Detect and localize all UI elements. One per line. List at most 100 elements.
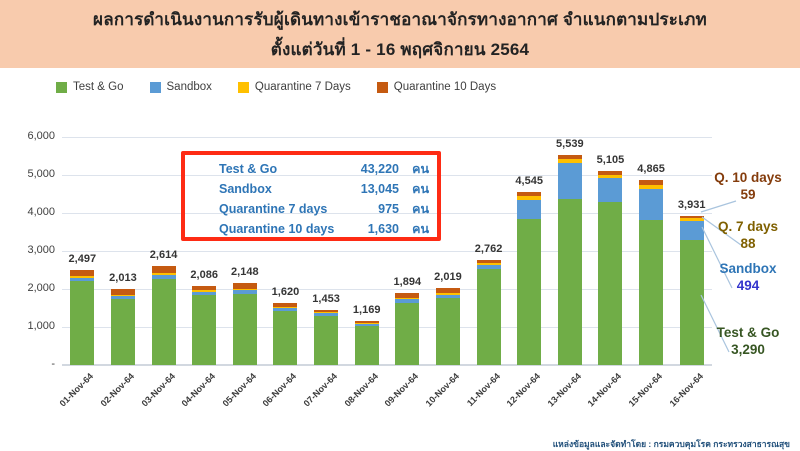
summary-row-label: Test & Go (219, 162, 278, 176)
bar-total-label: 1,894 (393, 276, 422, 289)
bar-segment-quarantine-7-days (517, 196, 542, 201)
summary-row-unit: คน (412, 182, 429, 196)
bar-segment-quarantine-10-days (435, 288, 460, 294)
legend-label: Quarantine 7 Days (254, 81, 351, 93)
bar-segment-quarantine-10-days (70, 270, 95, 276)
bar-slot: 2,086 (184, 137, 225, 365)
bar-segment-quarantine-10-days (557, 154, 582, 160)
summary-row-unit: คน (412, 222, 429, 236)
bar-segment-quarantine-10-days (354, 320, 379, 323)
bar-total-label: 2,013 (109, 271, 137, 284)
summary-row: Test & Go 43,220 คน (193, 159, 429, 179)
bar-segment-quarantine-7-days (679, 217, 704, 222)
bar-segment-quarantine-10-days (679, 215, 704, 218)
bar-segment-quarantine-10-days (395, 293, 420, 298)
bar-segment-quarantine-7-days (273, 307, 298, 309)
bar-total-label: 4,545 (515, 175, 543, 188)
bar-segment-test-go (557, 198, 582, 365)
bar-segment-quarantine-10-days (110, 288, 135, 295)
summary-row-unit: คน (412, 162, 429, 176)
summary-row-label: Quarantine 10 days (219, 222, 335, 236)
chart-title-banner: ผลการดำเนินงานการรับผู้เดินทางเข้าราชอาณ… (0, 0, 800, 68)
bar-slot: 2,614 (143, 137, 184, 365)
bar-segment-test-go (110, 299, 135, 365)
y-tick-label: - (51, 358, 55, 370)
bar-total-label: 2,148 (231, 266, 259, 279)
summary-row-unit: คน (412, 202, 429, 216)
bar-segment-sandbox (192, 291, 217, 296)
bar-segment-quarantine-7-days (314, 312, 339, 314)
bar-segment-test-go (354, 325, 379, 365)
bar-slot: 2,013 (103, 137, 144, 365)
bar-total-label: 1,169 (352, 303, 381, 316)
summary-row: Quarantine 7 days 975 คน (193, 199, 429, 219)
bar-segment-quarantine-10-days (476, 260, 501, 264)
bar-segment-sandbox (395, 299, 420, 303)
callout-sandbox-value: 494 (736, 278, 760, 293)
bar-segment-test-go (517, 219, 542, 365)
bar-segment-quarantine-10-days (273, 303, 298, 308)
bar-segment-test-go (395, 302, 420, 365)
bar-slot: 2,497 (62, 137, 103, 365)
bar-segment-sandbox (354, 323, 379, 326)
bar-segment-sandbox (314, 313, 339, 316)
bar-segment-quarantine-7-days (557, 159, 582, 163)
bar-total-label: 1,453 (312, 292, 340, 305)
bar-total-label: 3,931 (677, 198, 706, 211)
legend-label: Quarantine 10 Days (393, 81, 497, 93)
bar-segment-quarantine-10-days (598, 171, 623, 175)
bar-total-label: 1,620 (271, 286, 300, 299)
legend-item: Quarantine 10 Days (376, 81, 497, 93)
callout-q10-value: 59 (740, 187, 756, 202)
bar-segment-sandbox (273, 308, 298, 312)
callout-q7-value: 88 (740, 236, 756, 251)
summary-row-value: 975 (378, 202, 399, 216)
y-tick-label: 1,000 (27, 320, 55, 332)
callout-quarantine-10-days: Q. 10 days 59 (698, 170, 798, 202)
bar-segment-quarantine-7-days (151, 273, 176, 275)
summary-row-label: Sandbox (219, 182, 272, 196)
bar-segment-test-go (232, 293, 257, 365)
y-tick-label: 6,000 (27, 130, 55, 142)
bar-segment-quarantine-7-days (476, 263, 501, 266)
bar-segment-quarantine-10-days (639, 180, 664, 186)
bar-segment-sandbox (232, 290, 257, 294)
bar-segment-sandbox (598, 178, 623, 202)
bar-slot: 1,894 (387, 137, 428, 365)
bar-segment-test-go (598, 201, 623, 365)
bar-segment-quarantine-10-days (517, 192, 542, 197)
x-axis-line (62, 364, 712, 366)
bar-segment-sandbox (679, 221, 704, 240)
bar-segment-quarantine-7-days (110, 294, 135, 297)
gridline (62, 327, 712, 328)
source-note: แหล่งข้อมูลและจัดทำโดย : กรมควบคุมโรค กร… (552, 439, 790, 449)
bar-slot: 1,453 (306, 137, 347, 365)
bar-total-label: 2,019 (434, 271, 462, 284)
bar-segment-test-go (435, 298, 460, 365)
bar-segment-sandbox (70, 277, 95, 282)
bar-segment-quarantine-7-days (70, 275, 95, 278)
bar-segment-test-go (273, 311, 298, 365)
callout-testgo-label: Test & Go (716, 325, 780, 340)
bar-segment-sandbox (557, 162, 582, 199)
bar-total-label: 2,497 (68, 253, 97, 266)
bar-slot: 5,539 (550, 137, 591, 365)
y-tick-label: 2,000 (27, 282, 55, 294)
callout-testgo-value: 3,290 (731, 342, 765, 357)
bar-segment-test-go (70, 281, 95, 365)
title-line-1: ผลการดำเนินงานการรับผู้เดินทางเข้าราชอาณ… (93, 9, 707, 29)
bar-total-label: 5,539 (556, 137, 584, 150)
gridline (62, 289, 712, 290)
title-line-2: ตั้งแต่วันที่ 1 - 16 พฤศจิกายน 2564 (270, 39, 530, 59)
callout-q7-label: Q. 7 days (717, 219, 779, 234)
summary-row-value: 43,220 (360, 162, 399, 176)
y-tick-label: 4,000 (27, 206, 55, 218)
bar-total-label: 2,614 (149, 248, 178, 261)
summary-row: Sandbox 13,045 คน (193, 179, 429, 199)
bar-total-label: 2,762 (474, 243, 503, 256)
gridline (62, 175, 712, 176)
bar-slot: 3,931 (671, 137, 712, 365)
bar-slot: 4,545 (509, 137, 550, 365)
bar-segment-quarantine-7-days (192, 290, 217, 292)
legend-swatch-icon (376, 81, 388, 93)
